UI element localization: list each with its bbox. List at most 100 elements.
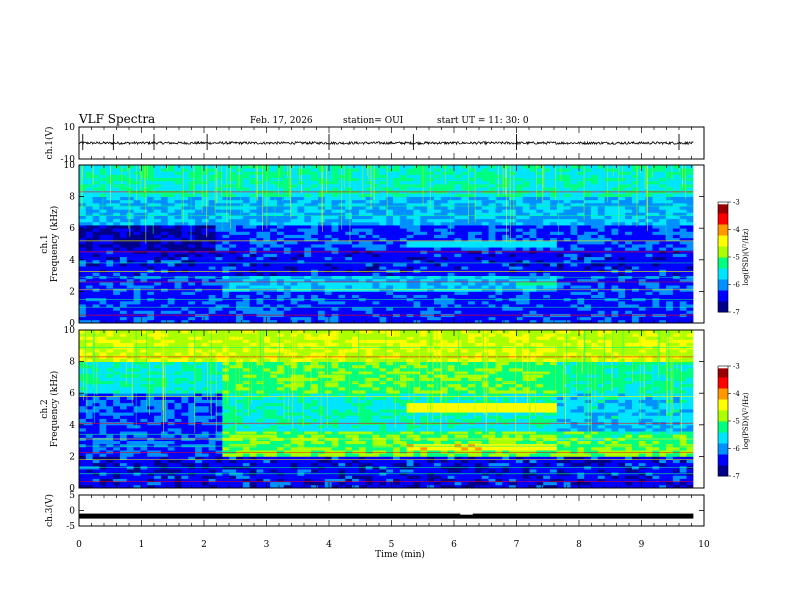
- spectrogram-cell: [495, 165, 503, 169]
- spectrogram-cell: [256, 202, 264, 207]
- spectrogram-cell: [92, 310, 100, 314]
- spectrogram-cell: [495, 206, 503, 210]
- spectrogram-cell: [597, 300, 606, 305]
- spectrogram-cell: [536, 307, 544, 311]
- spectrogram-cell: [236, 240, 244, 245]
- spectrogram-cell: [119, 300, 128, 305]
- spectrogram-cell: [126, 212, 135, 216]
- spectrogram-cell: [352, 165, 360, 169]
- spectrogram-cell: [536, 247, 544, 251]
- spectrogram-cell: [331, 269, 339, 273]
- spectrogram-cell: [126, 310, 135, 314]
- spectrogram-cell: [666, 285, 674, 289]
- spectrogram-cell: [311, 215, 319, 220]
- spectrogram-cell: [126, 171, 135, 175]
- spectrogram-cell: [174, 269, 182, 273]
- spectrogram-cell: [563, 225, 571, 229]
- spectrogram-cell: [317, 278, 326, 283]
- spectrogram-cell: [79, 358, 87, 362]
- spectrogram-cell: [406, 174, 414, 179]
- spectrogram-cell: [536, 218, 544, 223]
- spectrogram-cell: [597, 316, 606, 321]
- spectrogram-cell: [208, 319, 216, 324]
- spectrogram-cell: [317, 281, 326, 286]
- spectrogram-cell: [331, 259, 339, 264]
- spectrogram-cell: [631, 266, 640, 270]
- spectrogram-cell: [454, 272, 462, 276]
- spectrogram-cell: [515, 174, 524, 179]
- spectrogram-cell: [631, 272, 640, 276]
- spectrogram-cell: [509, 256, 517, 261]
- spectrogram-cell: [666, 253, 674, 258]
- spectrogram-cell: [256, 259, 264, 264]
- spectrogram-cell: [427, 291, 435, 295]
- spectrogram-cell: [242, 240, 251, 245]
- spectrogram-cell: [140, 278, 148, 283]
- spectrogram-cell: [276, 269, 285, 273]
- spectrogram-cell: [584, 234, 592, 239]
- spectrogram-cell: [611, 171, 619, 175]
- spectrogram-cell: [283, 304, 292, 308]
- spectrogram-cell: [440, 171, 449, 175]
- spectrogram-cell: [611, 269, 619, 273]
- spectrogram-cell: [543, 237, 551, 242]
- spectrogram-cell: [495, 291, 503, 295]
- spectrogram-cell: [481, 168, 489, 172]
- spectrogram-cell: [550, 237, 558, 242]
- spectrogram-cell: [270, 319, 278, 324]
- spectrogram-cell: [317, 310, 326, 314]
- spectrogram-cell: [597, 266, 606, 270]
- spectrogram-cell: [515, 262, 524, 267]
- spectrogram-cell: [666, 228, 674, 232]
- spectrogram-cell: [406, 187, 414, 191]
- spectrogram-cell: [270, 256, 278, 261]
- spectrogram-cell: [365, 180, 373, 185]
- spectrogram-cell: [461, 307, 469, 311]
- spectrogram-cell: [502, 256, 510, 261]
- spectrogram-cell: [297, 174, 305, 179]
- spectrogram-cell: [317, 240, 326, 245]
- spectrogram-cell: [106, 193, 114, 197]
- spectrogram-cell: [85, 358, 94, 362]
- spectrogram-cell: [379, 199, 387, 204]
- spectrogram-cell: [433, 304, 442, 308]
- spectrogram-cell: [570, 225, 578, 229]
- spectrogram-cell: [666, 168, 674, 172]
- spectrogram-cell: [474, 171, 483, 175]
- spectrogram-cell: [631, 253, 640, 258]
- spectrogram-cell: [529, 206, 537, 210]
- spectrogram-cell: [201, 168, 210, 172]
- spectrogram-cell: [413, 291, 421, 295]
- spectrogram-cell: [474, 206, 483, 210]
- spectrogram-cell: [488, 319, 496, 324]
- spectrogram-cell: [515, 221, 524, 226]
- spectrogram-cell: [215, 294, 223, 299]
- spectrogram-cell: [133, 199, 141, 204]
- spectrogram-cell: [113, 171, 121, 175]
- spectrogram-cell: [481, 199, 489, 204]
- spectrogram-cell: [242, 281, 251, 286]
- spectrogram-cell: [625, 199, 633, 204]
- spectrogram-cell: [297, 180, 305, 185]
- spectrogram-cell: [550, 218, 558, 223]
- spectrogram-cell: [440, 244, 449, 248]
- spectrogram-cell: [229, 316, 237, 321]
- spectrogram-cell: [119, 307, 128, 311]
- spectrogram-cell: [229, 228, 237, 232]
- spectrogram-cell: [174, 180, 182, 185]
- spectrogram-cell: [666, 269, 674, 273]
- spectrogram-cell: [406, 165, 414, 169]
- spectrogram-cell: [577, 304, 585, 308]
- spectrogram-cell: [113, 168, 121, 172]
- spectrogram-cell: [536, 259, 544, 264]
- spectrogram-cell: [502, 281, 510, 286]
- spectrogram-cell: [126, 240, 135, 245]
- spectrogram-cell: [666, 300, 674, 305]
- spectrogram-cell: [427, 221, 435, 226]
- spectrogram-cell: [393, 307, 401, 311]
- spectrogram-cell: [79, 196, 87, 201]
- spectrogram-cell: [454, 237, 462, 242]
- spectrogram-cell: [406, 171, 414, 175]
- spectrogram-cell: [195, 300, 203, 305]
- spectrogram-cell: [345, 218, 353, 223]
